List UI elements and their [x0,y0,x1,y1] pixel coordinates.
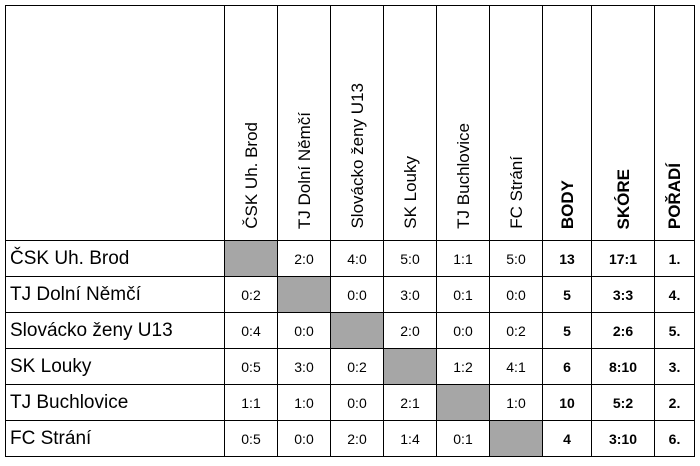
score-cell: 8:10 [591,348,655,385]
result-cell: 0:2 [489,312,543,349]
result-cell: 3:0 [277,348,331,385]
rank-cell: 3. [654,348,695,385]
team-name: Slovácko ženy U13 [5,312,225,349]
result-cell: 2:0 [383,312,437,349]
team-name: TJ Dolní Němčí [5,276,225,313]
result-cell: 0:0 [489,276,543,313]
result-cell: 2:0 [277,240,331,277]
table-row: TJ Buchlovice 1:1 1:0 0:0 2:1 1:0 10 5:2 2. [5,384,695,421]
score-cell: 3:10 [591,420,655,457]
result-cell: 0:2 [224,276,278,313]
team-name: ČSK Uh. Brod [5,240,225,277]
rank-cell: 2. [654,384,695,421]
result-cell: 1:4 [383,420,437,457]
result-cell: 0:5 [224,420,278,457]
result-cell: 4:0 [330,240,384,277]
result-cell: 1:2 [436,348,490,385]
body-header: BODY [542,5,592,241]
result-cell: 1:1 [224,384,278,421]
skore-header: SKÓRE [591,5,655,241]
diagonal-cell [489,420,543,457]
diagonal-cell [383,348,437,385]
result-cell: 1:0 [277,384,331,421]
result-cell: 5:0 [383,240,437,277]
team-name: FC Strání [5,420,225,457]
result-cell: 0:0 [330,276,384,313]
column-header: Slovácko ženy U13 [330,5,384,241]
result-cell: 0:5 [224,348,278,385]
points-cell: 6 [542,348,592,385]
diagonal-cell [224,240,278,277]
diagonal-cell [330,312,384,349]
result-cell: 1:0 [489,384,543,421]
rank-cell: 1. [654,240,695,277]
result-cell: 4:1 [489,348,543,385]
poradi-header: POŘADÍ [654,5,695,241]
points-cell: 13 [542,240,592,277]
result-cell: 0:1 [436,420,490,457]
table-body: ČSK Uh. Brod 2:0 4:0 5:0 1:1 5:0 13 17:1 1. TJ Do… [5,240,695,457]
team-name: TJ Buchlovice [5,384,225,421]
column-header: ČSK Uh. Brod [224,5,278,241]
column-header: TJ Dolní Němčí [277,5,331,241]
score-cell: 5:2 [591,384,655,421]
diagonal-cell [436,384,490,421]
result-cell: 1:1 [436,240,490,277]
column-header: FC Strání [489,5,543,241]
result-cell: 3:0 [383,276,437,313]
score-cell: 17:1 [591,240,655,277]
result-cell: 0:4 [224,312,278,349]
score-cell: 2:6 [591,312,655,349]
score-cell: 3:3 [591,276,655,313]
rank-cell: 4. [654,276,695,313]
result-cell: 0:2 [330,348,384,385]
result-cell: 5:0 [489,240,543,277]
result-cell: 0:1 [436,276,490,313]
table-row: Slovácko ženy U13 0:4 0:0 2:0 0:0 0:2 5 2:6 5. [5,312,695,349]
result-cell: 0:0 [330,384,384,421]
points-cell: 10 [542,384,592,421]
result-cell: 2:0 [330,420,384,457]
result-cell: 0:0 [436,312,490,349]
header-row: ČSK Uh. Brod TJ Dolní Němčí Slovácko žen… [5,5,695,241]
points-cell: 5 [542,276,592,313]
table-row: SK Louky 0:5 3:0 0:2 1:2 4:1 6 8:10 3. [5,348,695,385]
column-header: SK Louky [383,5,437,241]
diagonal-cell [277,276,331,313]
points-cell: 4 [542,420,592,457]
points-cell: 5 [542,312,592,349]
team-name: SK Louky [5,348,225,385]
corner-cell [5,5,225,241]
rank-cell: 6. [654,420,695,457]
table-row: FC Strání 0:5 0:0 2:0 1:4 0:1 4 3:10 6. [5,420,695,457]
result-cell: 0:0 [277,420,331,457]
rank-cell: 5. [654,312,695,349]
table-row: TJ Dolní Němčí 0:2 0:0 3:0 0:1 0:0 5 3:3 4. [5,276,695,313]
standings-table: ČSK Uh. Brod TJ Dolní Němčí Slovácko žen… [5,5,695,457]
table-row: ČSK Uh. Brod 2:0 4:0 5:0 1:1 5:0 13 17:1 1. [5,240,695,277]
column-header: TJ Buchlovice [436,5,490,241]
result-cell: 2:1 [383,384,437,421]
result-cell: 0:0 [277,312,331,349]
